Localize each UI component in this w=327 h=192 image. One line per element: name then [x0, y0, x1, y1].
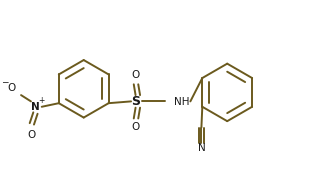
- Text: O: O: [28, 130, 36, 140]
- Text: O: O: [7, 83, 15, 93]
- Text: N: N: [31, 102, 40, 112]
- Text: S: S: [131, 95, 140, 108]
- Text: +: +: [39, 96, 45, 105]
- Text: O: O: [131, 70, 140, 80]
- Text: O: O: [131, 122, 140, 132]
- Text: NH: NH: [174, 97, 190, 107]
- Text: −: −: [1, 77, 9, 86]
- Text: N: N: [198, 143, 205, 153]
